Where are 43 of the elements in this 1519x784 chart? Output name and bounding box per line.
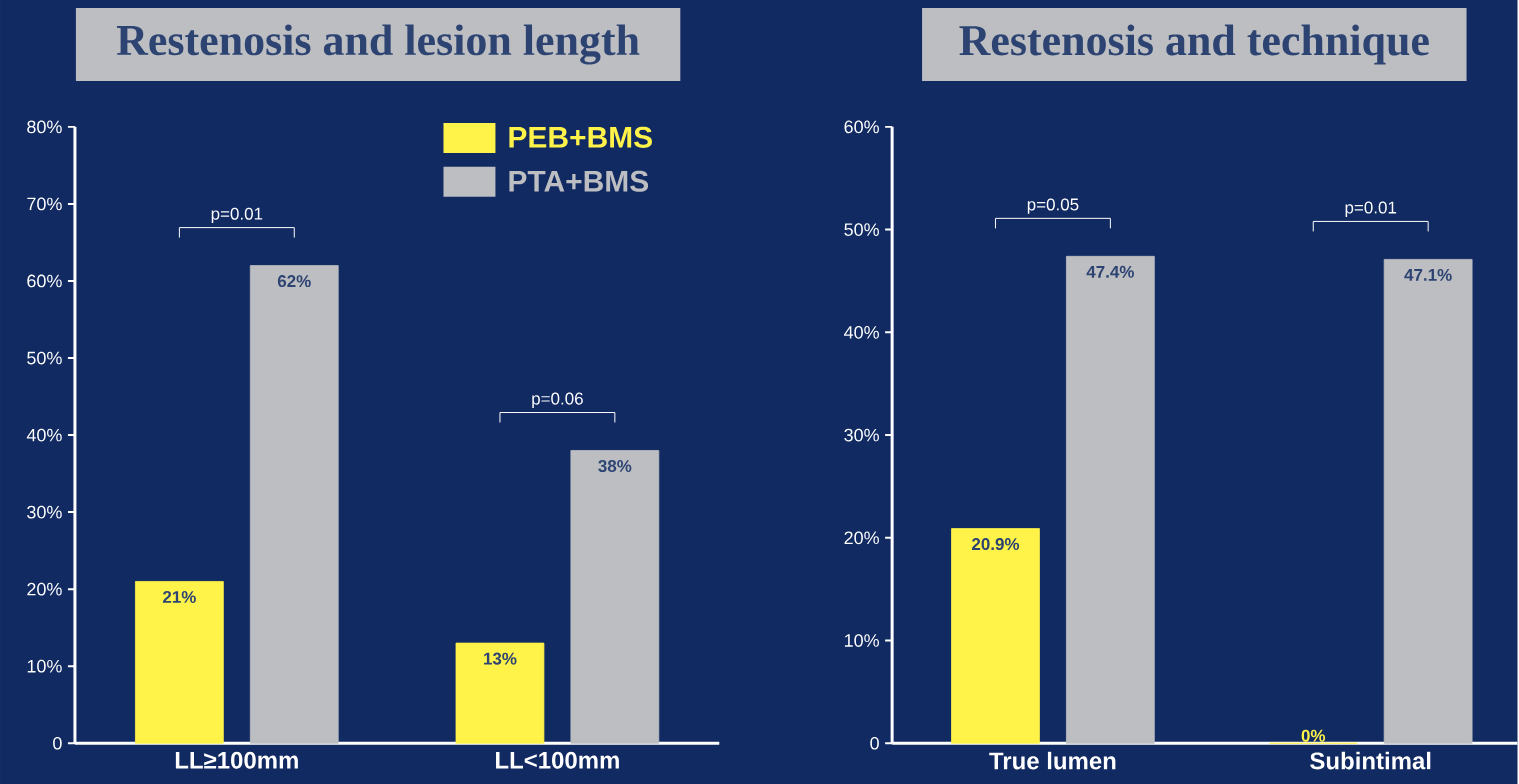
annotation: p=0.06 — [532, 392, 583, 408]
data-label: 47.1% — [1404, 268, 1452, 281]
x-tick-label: LL≥100mm — [175, 751, 298, 769]
data-label: 21% — [162, 590, 196, 603]
y-tick-label: 10% — [844, 634, 879, 647]
bar — [1383, 258, 1473, 744]
y-tick-label: 70% — [27, 197, 62, 211]
bar — [455, 642, 545, 744]
y-tick-label: 60% — [27, 274, 62, 288]
y-tick-label: 50% — [844, 223, 879, 236]
chart-title: Restenosis and technique — [959, 24, 1429, 65]
bar — [249, 265, 339, 744]
data-label: 38% — [598, 459, 632, 472]
y-tick-label: 0 — [870, 736, 879, 750]
legend-label: PTA+BMS — [509, 170, 649, 192]
bar — [951, 528, 1040, 744]
y-tick-label: 30% — [27, 505, 62, 519]
bar — [135, 580, 224, 744]
annotation: p=0.01 — [1345, 201, 1397, 217]
y-tick-label: 50% — [27, 351, 62, 365]
y-tick-label: 30% — [844, 428, 879, 442]
y-tick-label: 20% — [844, 531, 879, 545]
data-label: 62% — [277, 274, 311, 288]
y-tick-label: 0 — [53, 736, 62, 750]
data-label: 0% — [1301, 729, 1326, 742]
x-tick-label: True lumen — [989, 751, 1116, 770]
bar — [570, 449, 660, 744]
x-tick-label: Subintimal — [1310, 751, 1431, 770]
data-label: 20.9% — [972, 537, 1020, 550]
y-tick-label: 20% — [27, 582, 62, 596]
chart-title: Restenosis and lesion length — [116, 24, 640, 65]
data-label: 47.4% — [1086, 265, 1134, 278]
y-tick-label: 60% — [844, 120, 879, 134]
annotation: p=0.05 — [1027, 198, 1079, 214]
annotation: p=0.01 — [211, 207, 263, 223]
x-tick-label: LL<100mm — [496, 751, 619, 769]
y-tick-label: 10% — [27, 659, 62, 673]
y-tick-label: 40% — [26, 428, 62, 442]
data-label: 13% — [484, 652, 517, 665]
y-tick-label: 80% — [27, 120, 62, 134]
legend-label: PEB+BMS — [509, 126, 652, 148]
y-tick-label: 40% — [844, 325, 879, 339]
bar — [1066, 255, 1155, 744]
